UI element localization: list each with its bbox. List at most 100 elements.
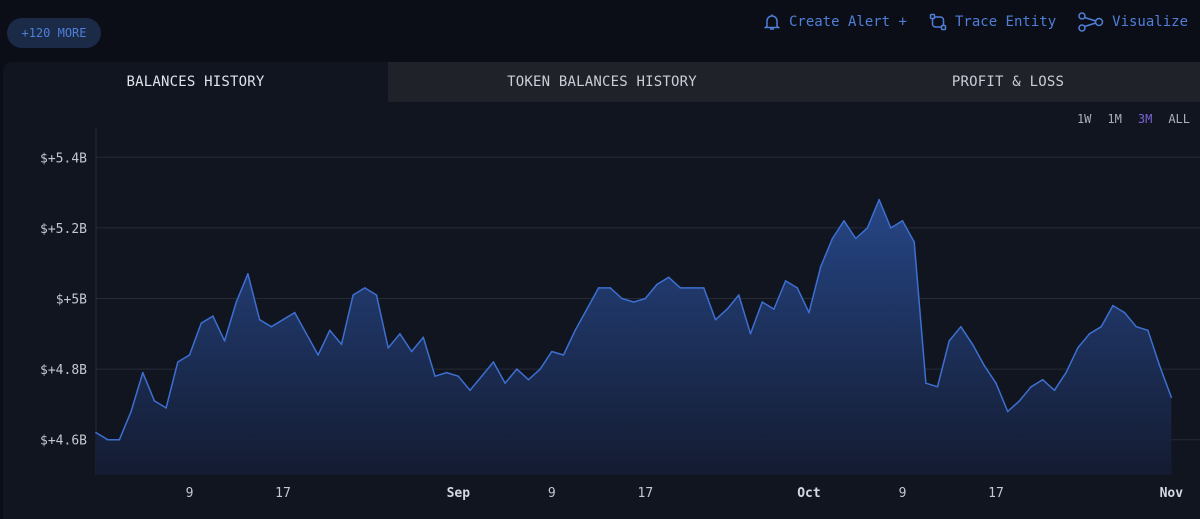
data-point xyxy=(223,340,226,342)
data-point xyxy=(130,410,132,413)
data-point xyxy=(516,368,518,370)
data-point xyxy=(1018,400,1021,402)
data-point xyxy=(469,389,471,392)
data-point xyxy=(878,198,880,201)
data-point xyxy=(761,301,763,303)
create-alert-button[interactable]: Create Alert + xyxy=(763,13,907,31)
range-1m[interactable]: 1M xyxy=(1107,112,1122,126)
data-point xyxy=(1041,378,1044,381)
data-point xyxy=(200,322,202,325)
data-point xyxy=(1135,325,1137,328)
tab-token-balances-history[interactable]: TOKEN BALANCES HISTORY xyxy=(388,62,816,102)
area-fill xyxy=(96,199,1172,475)
range-3m[interactable]: 3M xyxy=(1137,112,1153,126)
data-point xyxy=(305,333,308,335)
y-tick-label: $+5B xyxy=(56,293,87,308)
x-tick-label: 9 xyxy=(548,486,556,501)
data-point xyxy=(445,371,448,374)
data-point xyxy=(749,333,752,335)
data-point xyxy=(854,237,857,240)
data-point xyxy=(866,227,869,229)
data-point xyxy=(1030,386,1032,388)
x-tick-label: 17 xyxy=(275,486,291,501)
data-point xyxy=(387,347,390,349)
data-point xyxy=(457,375,460,378)
data-point xyxy=(1123,311,1126,314)
tab-balances-history[interactable]: BALANCES HISTORY xyxy=(3,62,388,102)
data-point xyxy=(504,382,506,385)
data-point xyxy=(422,336,425,339)
data-point xyxy=(995,382,997,385)
visualize-button[interactable]: Visualize xyxy=(1078,12,1188,32)
data-point xyxy=(1158,364,1161,367)
bell-icon xyxy=(763,14,781,30)
data-point xyxy=(632,301,635,303)
x-tick-label: 17 xyxy=(638,486,654,501)
data-point xyxy=(1112,304,1114,307)
data-point xyxy=(375,294,378,296)
more-tags-pill[interactable]: +120 MORE xyxy=(7,18,101,48)
data-point xyxy=(1065,371,1067,374)
data-point xyxy=(153,400,156,402)
data-point xyxy=(364,287,366,289)
data-point xyxy=(492,361,495,363)
data-point xyxy=(1006,410,1009,413)
data-point xyxy=(644,297,647,300)
data-point xyxy=(667,276,670,279)
data-point xyxy=(551,350,553,353)
data-point xyxy=(212,315,214,317)
data-point xyxy=(971,343,974,346)
data-point xyxy=(1053,389,1056,392)
data-point xyxy=(1088,333,1091,335)
range-all[interactable]: ALL xyxy=(1168,112,1190,126)
y-tick-label: $+4.8B xyxy=(40,363,87,378)
data-point xyxy=(1170,396,1173,399)
data-point xyxy=(410,350,413,353)
x-tick-label: Nov xyxy=(1160,486,1184,501)
y-tick-label: $+4.6B xyxy=(40,434,87,449)
trace-entity-label: Trace Entity xyxy=(954,14,1057,30)
range-1w[interactable]: 1W xyxy=(1076,112,1092,126)
data-point xyxy=(188,354,191,356)
x-tick-label: Sep xyxy=(447,486,471,501)
balances-chart: $+4.6B $+4.8B $+5B $+5.2B $+5.4B 9 17 Sep 9 17 Oc… xyxy=(40,127,1200,501)
data-point xyxy=(656,283,658,286)
x-tick-label: 9 xyxy=(186,486,194,501)
tab-profit-and-loss[interactable]: PROFIT & LOSS xyxy=(816,62,1200,102)
data-point xyxy=(282,318,284,321)
data-point xyxy=(340,343,343,346)
data-point xyxy=(621,297,623,300)
data-point xyxy=(913,241,915,243)
data-point xyxy=(480,375,483,378)
data-point xyxy=(527,378,530,381)
data-point xyxy=(574,329,576,332)
data-point xyxy=(247,273,249,275)
data-point xyxy=(1077,347,1079,349)
data-point xyxy=(434,375,436,378)
data-point xyxy=(1100,325,1102,328)
x-tick-label: Oct xyxy=(797,486,820,501)
data-point xyxy=(714,318,717,321)
data-point xyxy=(1147,329,1149,332)
trace-entity-button[interactable]: Trace Entity xyxy=(929,13,1056,31)
data-point xyxy=(796,287,799,289)
data-point xyxy=(352,294,354,296)
trace-icon xyxy=(929,13,947,31)
data-point xyxy=(293,311,296,314)
data-point xyxy=(901,220,904,222)
data-point xyxy=(948,340,950,342)
data-point xyxy=(142,371,144,374)
data-point xyxy=(784,280,787,282)
y-tick-label: $+5.2B xyxy=(40,222,87,237)
chart-tabs: BALANCES HISTORY TOKEN BALANCES HISTORY … xyxy=(3,62,1200,102)
data-point xyxy=(177,361,179,363)
data-point xyxy=(235,301,238,303)
data-point xyxy=(890,227,892,229)
data-point xyxy=(106,438,109,441)
data-point xyxy=(399,333,401,335)
data-point xyxy=(539,368,541,370)
data-point xyxy=(586,308,588,310)
data-point xyxy=(831,237,834,240)
top-actions: Create Alert + Trace Entity Visualize xyxy=(741,8,1188,36)
time-range-selector: 1W 1M 3M ALL xyxy=(1061,112,1190,126)
